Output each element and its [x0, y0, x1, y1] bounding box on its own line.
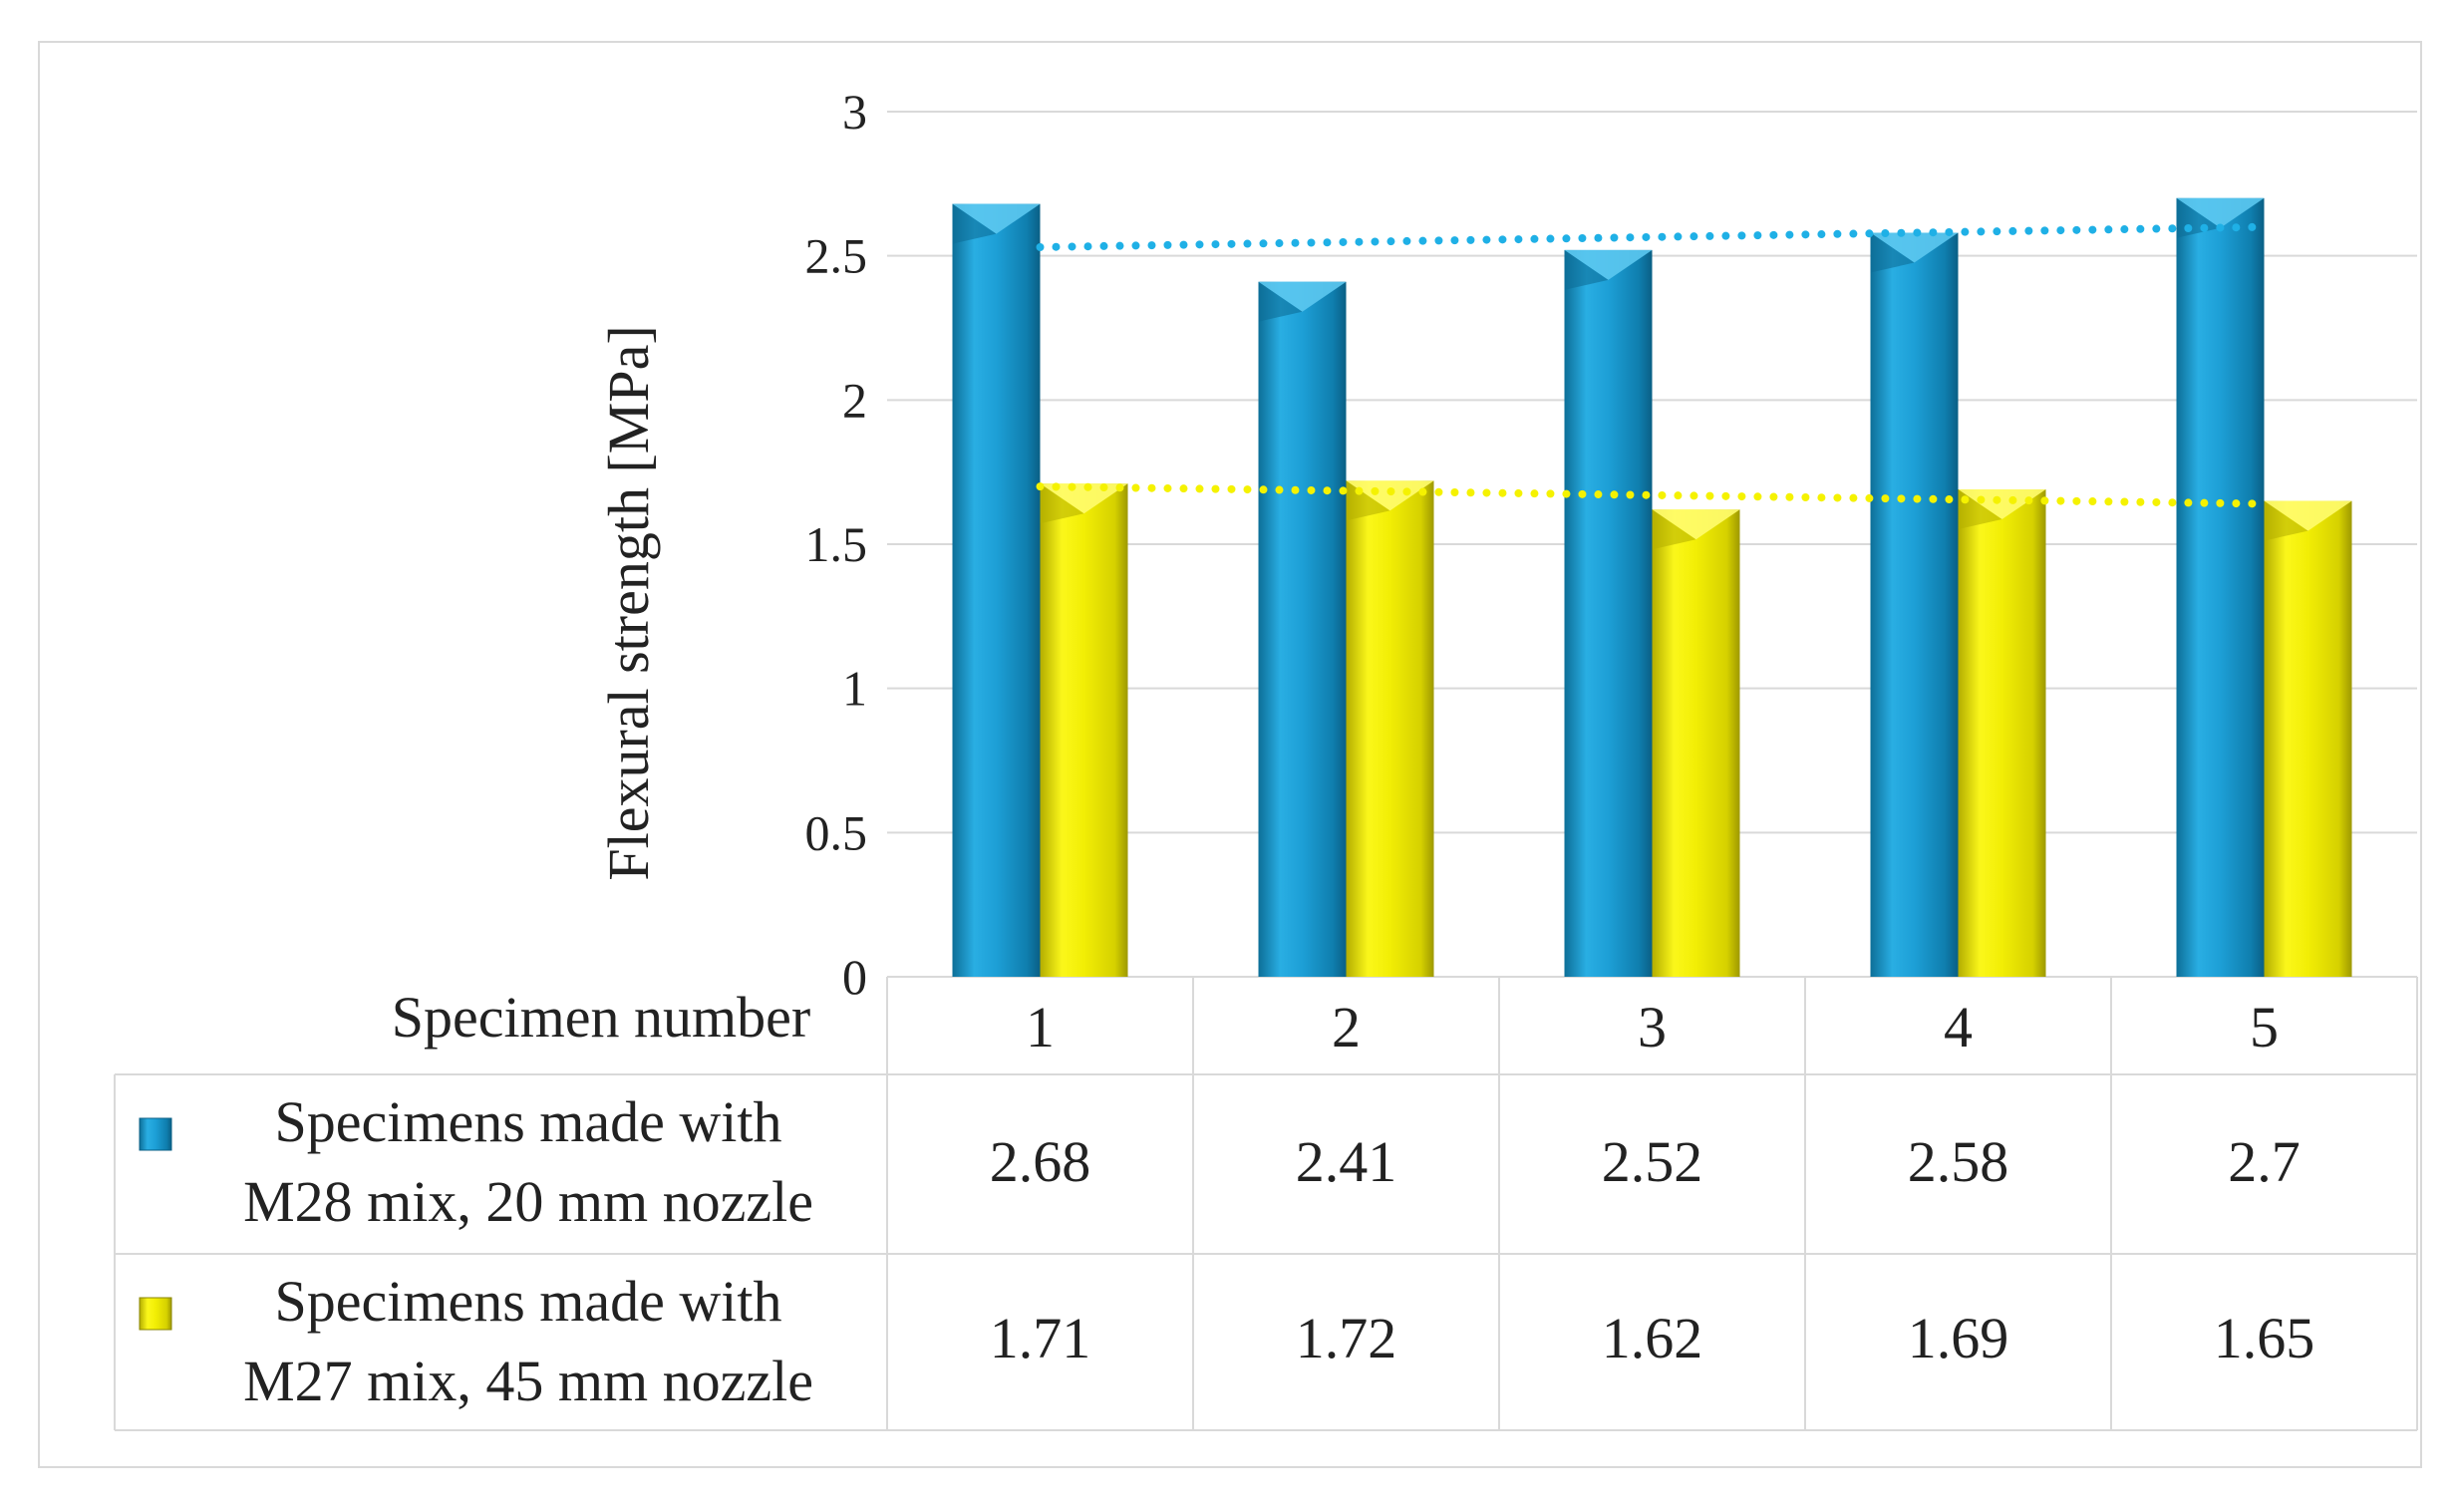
y-tick-label: 3 [842, 84, 867, 140]
chart-frame [38, 41, 2422, 1468]
bar-bevel-left [1040, 483, 1084, 524]
y-tick-label: 1 [842, 661, 867, 717]
y-tick-label: 0.5 [805, 804, 868, 860]
legend-row-series-2: Specimens made with M27 mix, 45 mm nozzl… [139, 1269, 813, 1413]
bar-series-2-specimen-5 [2264, 500, 2352, 977]
bar-body [952, 203, 1041, 977]
bar-body [1564, 249, 1653, 977]
legend-row-series-1: Specimens made with M28 mix, 20 mm nozzl… [139, 1089, 813, 1234]
data-label: 1.71 [990, 1306, 1091, 1370]
bar-bevel-top [1564, 249, 1653, 280]
x-axis-title: Specimen number [392, 985, 810, 1050]
bar-body [1652, 509, 1740, 977]
data-label: 2.7 [2228, 1129, 2301, 1194]
y-axis-title: Flexural strength [MPa] [596, 325, 661, 880]
bar-body [1346, 480, 1434, 977]
y-tick-label: 2 [842, 372, 867, 428]
data-label: 1.72 [1296, 1306, 1397, 1370]
legend-swatch-yellow [139, 1297, 172, 1331]
bar-series-2-specimen-2 [1346, 480, 1434, 977]
bar-bevel-left [1652, 509, 1696, 550]
trendline-series-2 [1036, 482, 2269, 508]
bars [952, 197, 2352, 978]
bar-bevel-top [2176, 197, 2265, 228]
y-tick-label: 1.5 [805, 516, 868, 572]
legend-series-2-line2: M27 mix, 45 mm nozzle [243, 1349, 813, 1413]
trendlines [1036, 222, 2269, 508]
data-label: 1.62 [1602, 1306, 1703, 1370]
trendline-series-1 [1036, 222, 2269, 251]
bar-series-2-specimen-4 [1958, 489, 2046, 977]
bar-bevel-top [1346, 480, 1434, 511]
table-cells: 1 2.68 1.71 2 2.41 1.72 3 2.52 1.62 4 2.58 1.69 5 2.7… [990, 995, 2315, 1370]
bar-series-1-specimen-1 [952, 203, 1041, 977]
y-tick-label: 0 [842, 949, 867, 1005]
bar-body [1040, 483, 1128, 977]
bar-body [1870, 232, 1959, 977]
bar-series-1-specimen-4 [1870, 232, 1959, 977]
gridlines [887, 111, 2417, 978]
data-label: 1.69 [1908, 1306, 2009, 1370]
data-label: 2.58 [1908, 1129, 2009, 1194]
bar-bevel-top [2264, 500, 2352, 531]
bar-series-1-specimen-2 [1258, 281, 1347, 977]
category-label: 3 [1638, 995, 1667, 1059]
category-label: 4 [1944, 995, 1973, 1059]
category-label: 1 [1026, 995, 1055, 1059]
bar-series-1-specimen-5 [2176, 197, 2265, 978]
y-axis-ticks: 0 0.5 1 1.5 2 2.5 3 [805, 84, 868, 1005]
y-tick-label: 2.5 [805, 228, 868, 284]
data-table: Specimen number 12.681.7122.411.7232.521… [114, 977, 2418, 1431]
bar-series-1-specimen-3 [1564, 249, 1653, 977]
data-label: 1.65 [2214, 1306, 2315, 1370]
bar-body [2264, 500, 2352, 977]
bar-bevel-top [952, 203, 1041, 234]
bar-bevel-left [1958, 489, 2002, 530]
table-gridlines [114, 977, 2418, 1431]
category-label: 5 [2250, 995, 2279, 1059]
bar-series-2-specimen-1 [1040, 483, 1128, 977]
bar-body [2176, 197, 2265, 978]
data-label: 2.68 [990, 1129, 1091, 1194]
bar-bevel-top [1652, 509, 1740, 540]
bar-bevel-top [1258, 281, 1347, 312]
legend-series-1-line2: M28 mix, 20 mm nozzle [243, 1169, 813, 1234]
legend-swatch-blue [139, 1117, 172, 1151]
bar-series-2-specimen-3 [1652, 509, 1740, 977]
bar-bevel-top [1040, 483, 1128, 514]
bar-bevel-left [952, 203, 997, 244]
data-label: 2.41 [1296, 1129, 1397, 1194]
bar-bevel-left [1564, 249, 1609, 290]
bar-bevel-left [1870, 232, 1915, 273]
bar-bevel-top [1870, 232, 1959, 263]
category-label: 2 [1332, 995, 1361, 1059]
legend-series-2-line1: Specimens made with [274, 1269, 781, 1334]
bar-bevel-left [2264, 500, 2308, 541]
bar-bevel-left [1258, 281, 1303, 322]
bar-body [1958, 489, 2046, 977]
bar-body [1258, 281, 1347, 977]
data-label: 2.52 [1602, 1129, 1703, 1194]
legend-series-1-line1: Specimens made with [274, 1089, 781, 1154]
